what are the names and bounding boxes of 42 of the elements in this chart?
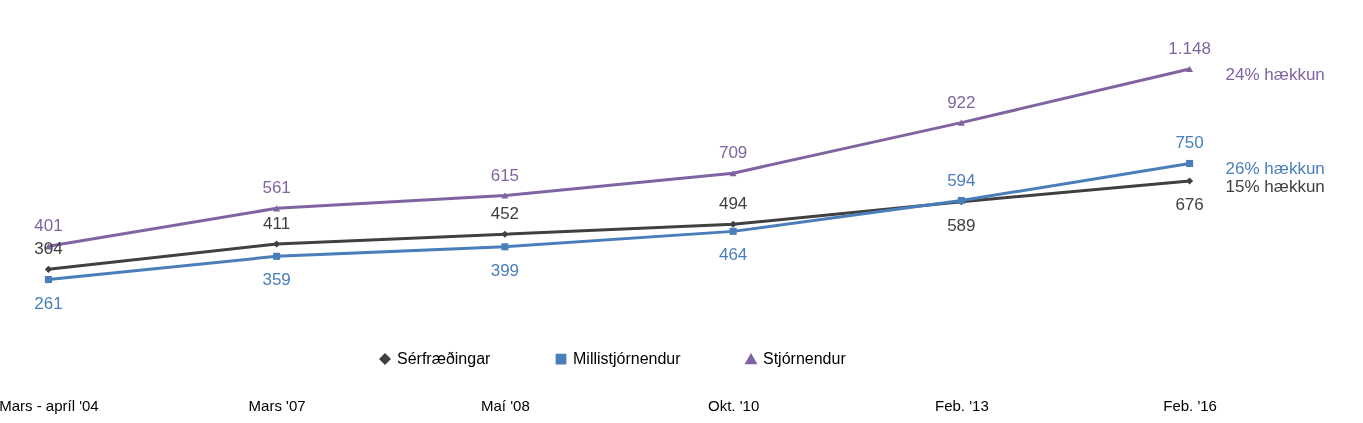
data-label: 750 (1175, 133, 1204, 153)
x-tick-label: Mars '07 (248, 396, 306, 414)
data-label: 589 (947, 215, 976, 235)
annotation: 15% hækkun (1225, 177, 1325, 197)
point (729, 220, 737, 228)
legend-label: Stjórnendur (763, 350, 847, 368)
point (44, 265, 52, 273)
data-label: 615 (490, 165, 520, 185)
data-label: 411 (263, 213, 291, 233)
data-label: 261 (34, 293, 63, 313)
point (273, 252, 281, 260)
point (501, 230, 509, 238)
point (957, 119, 965, 126)
data-label: 304 (34, 239, 63, 259)
point (1186, 177, 1194, 185)
point (729, 227, 737, 235)
data-label: 561 (262, 178, 291, 198)
point (1186, 159, 1194, 168)
x-tick-label: Maí '08 (481, 396, 530, 414)
legend-label: Sérfræðingar (397, 350, 492, 368)
data-label: 676 (1175, 195, 1204, 215)
x-tick-label: Feb. '13 (934, 396, 989, 414)
point (44, 276, 52, 284)
annotation: 26% hækkun (1225, 159, 1325, 179)
data-label: 494 (718, 194, 748, 214)
data-label: 709 (718, 143, 748, 163)
data-label: 594 (947, 170, 976, 190)
point (501, 243, 509, 251)
data-label: 922 (947, 92, 976, 112)
point (501, 192, 509, 199)
data-label: 464 (718, 245, 748, 265)
annotation: 24% hækkun (1225, 65, 1325, 84)
data-label: 1.148 (1168, 39, 1211, 58)
legend-label: Millistjórnendur (573, 350, 682, 368)
x-tick-label: Okt. '10 (708, 396, 760, 414)
x-tick-label: Feb. '16 (1163, 396, 1217, 414)
x-tick-label: Mars - apríl '04 (0, 396, 99, 414)
data-label: 452 (490, 204, 520, 224)
point (1186, 65, 1194, 73)
data-label: 399 (490, 260, 520, 280)
data-label: 401 (34, 216, 63, 236)
data-label: 359 (262, 270, 291, 290)
